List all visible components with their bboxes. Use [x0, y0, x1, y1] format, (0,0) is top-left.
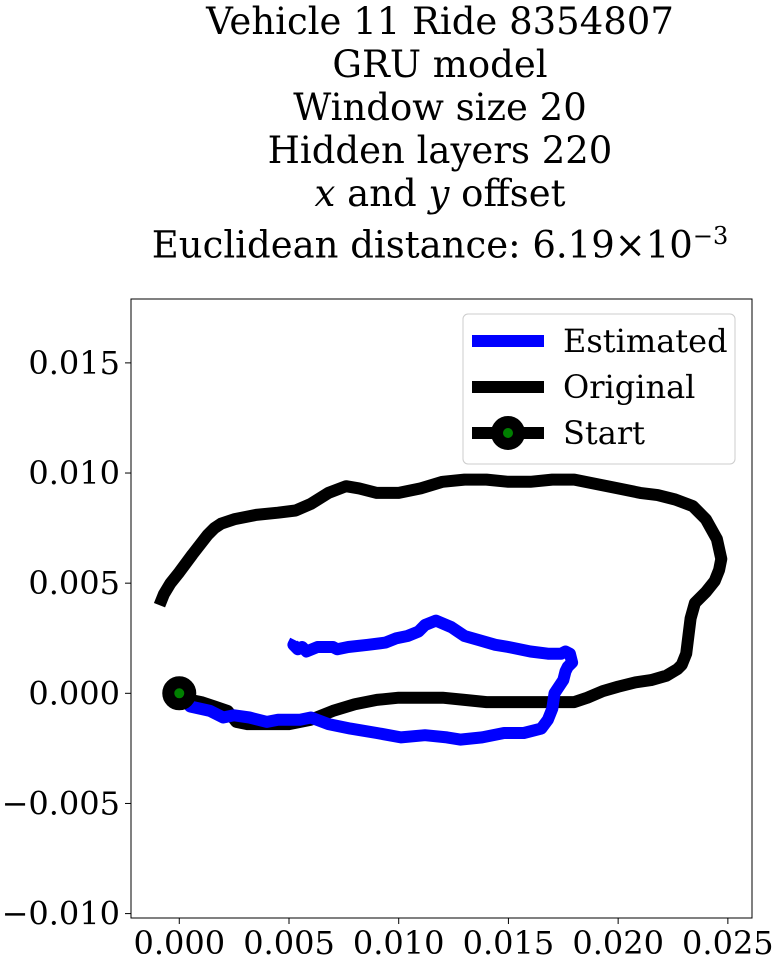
y-tick-label: 0.000	[28, 674, 120, 712]
x-tick-label: 0.025	[682, 924, 774, 962]
x-tick-label: 0.020	[572, 924, 664, 962]
title-line-model: GRU model	[332, 43, 548, 86]
y-tick-label: −0.010	[2, 895, 120, 933]
title-offset-text: offset	[449, 172, 566, 215]
title-line-euclidean-distance: Euclidean distance: 6.19×10−3	[0, 215, 777, 266]
x-tick-label: 0.005	[243, 924, 335, 962]
x-axis: 0.000 0.005 0.010 0.015 0.020 0.025	[133, 918, 774, 962]
title-line-offset: x and y offset	[0, 172, 777, 215]
y-tick-label: 0.005	[28, 564, 120, 602]
title-distance-text: Euclidean distance: 6.19×10	[151, 223, 693, 267]
legend-label-start: Start	[563, 414, 645, 452]
y-axis: −0.010 −0.005 0.000 0.005 0.010 0.015	[2, 344, 131, 933]
title-y-symbol: y	[428, 172, 450, 215]
title-line-window-size: Window size 20	[293, 86, 587, 129]
legend-label-estimated: Estimated	[563, 322, 728, 360]
title-x-symbol: x	[314, 172, 336, 215]
legend-label-original: Original	[563, 368, 695, 406]
series-line-original	[153, 473, 728, 731]
legend-box	[462, 313, 736, 465]
x-tick-label: 0.010	[353, 924, 445, 962]
title-line-vehicle: Vehicle 11 Ride 8354807	[206, 0, 674, 43]
y-tick-label: −0.005	[2, 784, 120, 822]
y-tick-label: 0.015	[28, 344, 120, 382]
x-tick-label: 0.015	[463, 924, 555, 962]
plot-frame	[130, 298, 753, 919]
series-line-estimated	[174, 614, 579, 746]
title-and-text: and	[335, 172, 429, 215]
title-line-hidden-layers: Hidden layers 220	[267, 129, 613, 172]
series-layer	[153, 473, 728, 746]
legend: Estimated Original Start	[462, 313, 736, 465]
legend-start-marker	[491, 416, 525, 450]
chart-title-block: Vehicle 11 Ride 8354807 GRU model Window…	[0, 0, 777, 266]
y-tick-label: 0.010	[28, 454, 120, 492]
start-marker	[162, 676, 197, 711]
x-tick-label: 0.000	[133, 924, 225, 962]
title-distance-exponent: −3	[692, 222, 729, 250]
